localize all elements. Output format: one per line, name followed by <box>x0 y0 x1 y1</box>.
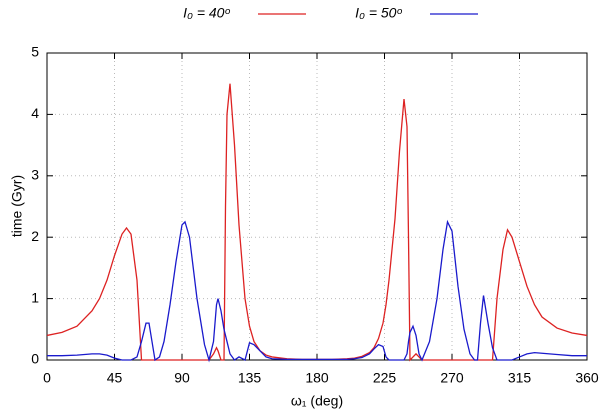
y-tick-label: 3 <box>31 167 39 183</box>
x-tick-label: 135 <box>238 370 262 386</box>
y-tick-label: 1 <box>31 289 39 305</box>
legend-label: I₀ = 50ᵒ <box>355 5 402 21</box>
x-tick-label: 45 <box>107 370 123 386</box>
x-tick-label: 225 <box>373 370 397 386</box>
x-axis-label: ω₁ (deg) <box>291 393 343 409</box>
x-tick-label: 180 <box>305 370 329 386</box>
legend-label: I₀ = 40ᵒ <box>183 5 230 21</box>
y-tick-label: 5 <box>31 44 39 60</box>
y-axis-label: time (Gyr) <box>9 175 25 237</box>
x-tick-label: 90 <box>174 370 190 386</box>
x-tick-label: 0 <box>43 370 51 386</box>
y-tick-label: 4 <box>31 105 39 121</box>
x-tick-label: 315 <box>508 370 532 386</box>
x-tick-label: 270 <box>440 370 464 386</box>
series-line <box>47 219 587 363</box>
y-tick-label: 0 <box>31 351 39 367</box>
y-tick-label: 2 <box>31 228 39 244</box>
x-tick-label: 360 <box>575 370 599 386</box>
